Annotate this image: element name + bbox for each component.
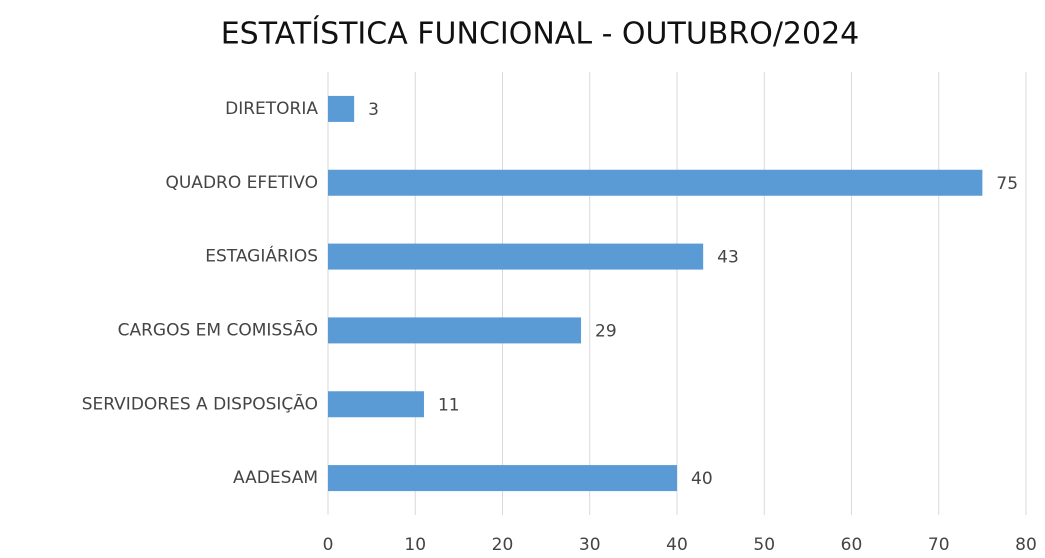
y-tick-label: ESTAGIÁRIOS xyxy=(205,245,318,267)
bar xyxy=(328,95,355,122)
x-tick-label: 30 xyxy=(579,535,601,555)
y-tick-label: CARGOS EM COMISSÃO xyxy=(118,318,318,340)
x-tick-label: 0 xyxy=(323,535,334,555)
x-tick-label: 40 xyxy=(666,535,688,555)
bar xyxy=(328,169,983,196)
y-tick-label: AADESAM xyxy=(233,468,318,488)
bar xyxy=(328,243,704,270)
bar xyxy=(328,391,424,418)
y-tick-label: SERVIDORES A DISPOSIÇÃO xyxy=(82,392,318,414)
x-tick-label: 50 xyxy=(753,535,775,555)
x-tick-label: 60 xyxy=(841,535,863,555)
x-tick-label: 70 xyxy=(928,535,950,555)
data-label: 3 xyxy=(368,100,379,120)
data-label: 43 xyxy=(717,248,739,268)
y-tick-label: QUADRO EFETIVO xyxy=(165,173,318,193)
y-tick-label: DIRETORIA xyxy=(225,99,318,119)
chart-title: ESTATÍSTICA FUNCIONAL - OUTUBRO/2024 xyxy=(221,16,860,52)
x-tick-label: 80 xyxy=(1015,535,1037,555)
data-label: 11 xyxy=(438,395,460,415)
data-label: 40 xyxy=(691,469,713,489)
x-tick-label: 10 xyxy=(404,535,426,555)
x-tick-label: 20 xyxy=(492,535,514,555)
data-label: 75 xyxy=(996,174,1018,194)
data-label: 29 xyxy=(595,321,617,341)
bar xyxy=(328,317,582,344)
bar xyxy=(328,465,677,492)
